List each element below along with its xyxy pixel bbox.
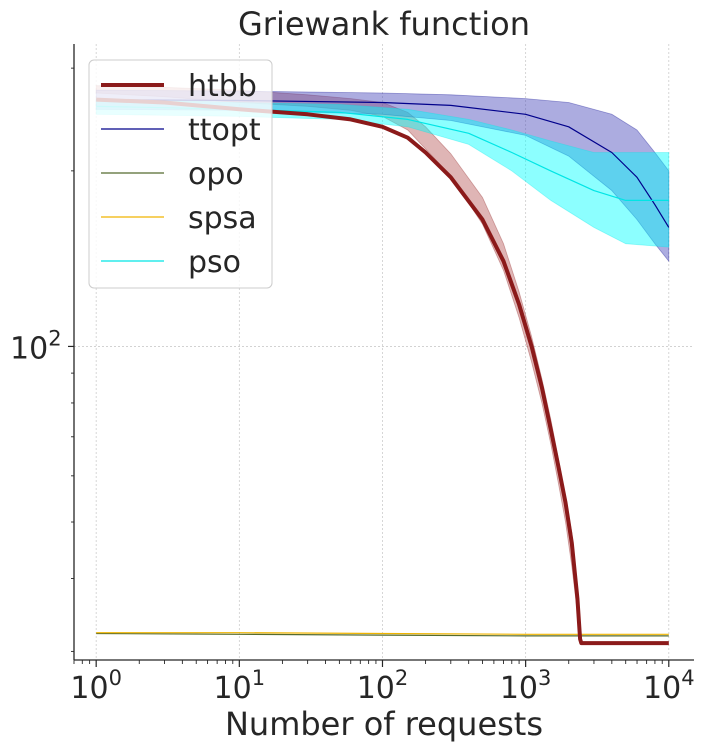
x-tick-label-base: 10 [500,671,538,706]
htbb-line [96,97,669,646]
x-tick-label-exponent: 1 [252,666,265,690]
legend-box [88,59,273,289]
y-tick-label-exponent: 2 [48,326,61,350]
opo-line [96,632,669,637]
grid [74,44,694,660]
chart-title: Griewank function [238,5,530,43]
legend-label-ttopt: ttopt [188,113,261,148]
ttopt-band [95,89,670,263]
legend-label-opo: opo [188,157,244,192]
y-tick-label: 102 [10,326,62,366]
x-tick-label-base: 10 [643,671,681,706]
confidence-bands [95,85,670,644]
series-lines [96,97,670,646]
x-tick-label: 102 [357,666,409,706]
axes [73,44,694,661]
x-tick-label: 101 [214,666,266,706]
legend-label-spsa: spsa [188,201,257,236]
x-tick-label-base: 10 [70,671,108,706]
y-tick-label-base: 10 [10,331,48,366]
x-tick-label-exponent: 0 [109,666,122,690]
x-tick-label-base: 10 [214,671,252,706]
x-tick-label: 104 [643,666,695,706]
x-tick-label: 103 [500,666,552,706]
x-tick-label-exponent: 3 [538,666,551,690]
ttopt-line [96,99,670,228]
pso-line [96,105,669,201]
x-tick-label-base: 10 [357,671,395,706]
legend-label-pso: pso [188,245,241,280]
spsa-line [96,632,669,635]
x-axis-label: Number of requests [225,705,543,743]
x-tick-label: 100 [70,666,122,706]
x-tick-label-exponent: 2 [395,666,408,690]
legend-label-htbb: htbb [188,69,257,104]
legend: htbb ttopt opo spsa pso [88,59,273,289]
x-tick-label-exponent: 4 [681,666,694,690]
